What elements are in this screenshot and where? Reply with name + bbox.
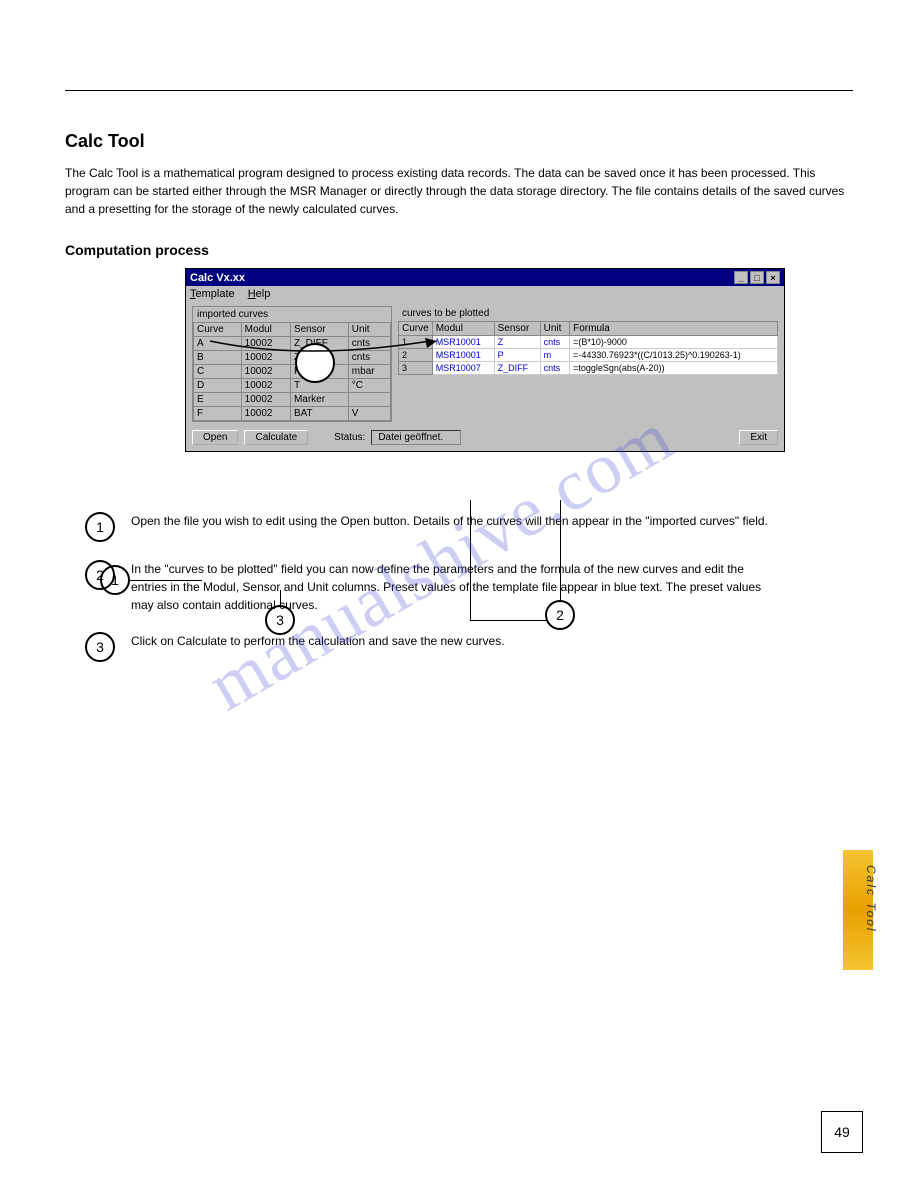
cell[interactable]: cnts bbox=[540, 362, 570, 375]
menubar: TTemplateemplate HHelpelp bbox=[186, 286, 784, 302]
plot-curves-table: Curve Modul Sensor Unit Formula 1 MSR100… bbox=[398, 321, 778, 375]
plot-label: curves to be plotted bbox=[398, 306, 778, 321]
marker-2-icon: 2 bbox=[545, 600, 575, 630]
intro-text: The Calc Tool is a mathematical program … bbox=[65, 164, 853, 218]
col-curve: Curve bbox=[194, 323, 242, 337]
maximize-icon[interactable]: □ bbox=[750, 271, 764, 284]
col-modul2: Modul bbox=[432, 322, 494, 336]
callout-text: Open the file you wish to edit using the… bbox=[131, 512, 768, 530]
status-field: Datei geöffnet. bbox=[371, 430, 461, 445]
cell: D bbox=[194, 379, 242, 393]
col-sensor2: Sensor bbox=[494, 322, 540, 336]
connector-line bbox=[470, 500, 471, 620]
side-label: Calc Tool bbox=[864, 865, 878, 933]
connector-line bbox=[280, 590, 281, 605]
screenshot-area: Calc Vx.xx _ □ × TTemplateemplate HHelpe… bbox=[185, 268, 805, 452]
col-sensor: Sensor bbox=[290, 323, 348, 337]
status-label: Status: bbox=[334, 432, 365, 443]
marker-3-icon: 3 bbox=[265, 605, 295, 635]
minimize-icon[interactable]: _ bbox=[734, 271, 748, 284]
cell[interactable]: P bbox=[494, 349, 540, 362]
callout-num-icon: 1 bbox=[85, 512, 115, 542]
exit-button[interactable]: Exit bbox=[739, 430, 778, 445]
cell: Marker bbox=[290, 393, 348, 407]
titlebar: Calc Vx.xx _ □ × bbox=[186, 269, 784, 286]
callout-3: 3 Click on Calculate to perform the calc… bbox=[85, 632, 853, 662]
col-modul: Modul bbox=[241, 323, 290, 337]
cell: F bbox=[194, 407, 242, 421]
col-unit: Unit bbox=[348, 323, 390, 337]
callout-1: 1 Open the file you wish to edit using t… bbox=[85, 512, 853, 542]
callout-num-icon: 3 bbox=[85, 632, 115, 662]
cell[interactable]: =(B*10)-9000 bbox=[570, 336, 778, 349]
arrow-icon bbox=[205, 336, 445, 366]
section-title: Calc Tool bbox=[65, 131, 853, 152]
cell: 10002 bbox=[241, 379, 290, 393]
connector-line bbox=[470, 620, 546, 621]
marker-1-icon: 1 bbox=[100, 565, 130, 595]
menu-template[interactable]: TTemplateemplate bbox=[190, 288, 235, 300]
close-icon[interactable]: × bbox=[766, 271, 780, 284]
cell[interactable]: =-44330.76923*((C/1013.25)^0.190263-1) bbox=[570, 349, 778, 362]
connector-line bbox=[560, 500, 561, 600]
cell: °C bbox=[348, 379, 390, 393]
header-rule bbox=[65, 90, 853, 91]
bottom-bar: Open Calculate Status: Datei geöffnet. E… bbox=[186, 424, 784, 451]
page-number: 49 bbox=[821, 1111, 863, 1153]
cell: 10002 bbox=[241, 393, 290, 407]
cell[interactable]: m bbox=[540, 349, 570, 362]
cell: E bbox=[194, 393, 242, 407]
callout-2: 2 In the "curves to be plotted" field yo… bbox=[85, 560, 853, 614]
cell: BAT bbox=[290, 407, 348, 421]
cell[interactable]: =toggleSgn(abs(A-20)) bbox=[570, 362, 778, 375]
cell[interactable]: cnts bbox=[540, 336, 570, 349]
cell bbox=[348, 393, 390, 407]
calculate-button[interactable]: Calculate bbox=[244, 430, 308, 445]
open-button[interactable]: Open bbox=[192, 430, 238, 445]
cell: 10002 bbox=[241, 365, 290, 379]
callout-text: In the "curves to be plotted" field you … bbox=[131, 560, 771, 614]
menu-help[interactable]: HHelpelp bbox=[248, 288, 271, 300]
window-title: Calc Vx.xx bbox=[190, 272, 245, 284]
col-formula: Formula bbox=[570, 322, 778, 336]
cell: C bbox=[194, 365, 242, 379]
callout-text: Click on Calculate to perform the calcul… bbox=[131, 632, 505, 650]
sub-heading: Computation process bbox=[65, 242, 853, 258]
cell[interactable]: Z bbox=[494, 336, 540, 349]
col-unit2: Unit bbox=[540, 322, 570, 336]
plot-curves-panel: curves to be plotted Curve Modul Sensor … bbox=[398, 306, 778, 422]
connector-line bbox=[130, 580, 202, 581]
imported-label: imported curves bbox=[193, 307, 391, 322]
cell: mbar bbox=[348, 365, 390, 379]
cell[interactable]: Z_DIFF bbox=[494, 362, 540, 375]
cell: 10002 bbox=[241, 407, 290, 421]
col-curve2: Curve bbox=[399, 322, 433, 336]
cell: V bbox=[348, 407, 390, 421]
